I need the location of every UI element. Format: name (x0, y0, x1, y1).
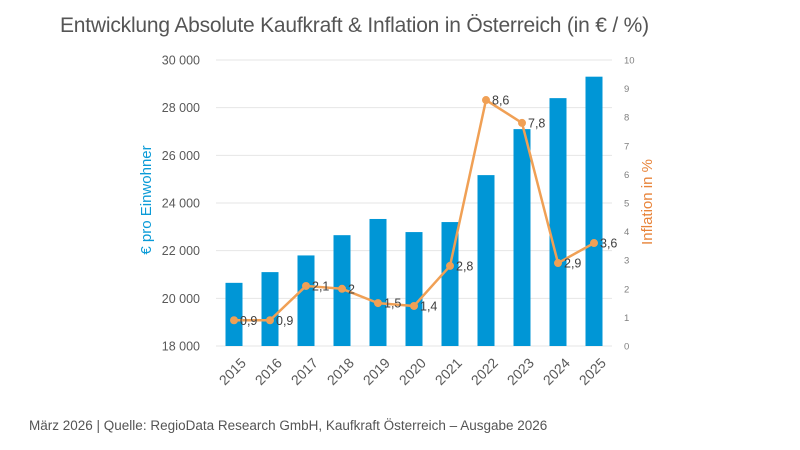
x-tick-label: 2023 (504, 355, 537, 388)
right-tick-label: 4 (624, 227, 629, 238)
bar-2024 (549, 98, 567, 346)
bar-2021 (441, 222, 459, 346)
x-tick-label: 2016 (252, 355, 285, 388)
x-tick-label: 2021 (432, 355, 465, 388)
right-tick-label: 8 (624, 113, 629, 124)
inflation-point-2023 (518, 118, 526, 127)
inflation-data-label: 0,9 (276, 314, 293, 328)
left-axis-label: € pro Einwohner (138, 145, 155, 254)
right-tick-label: 9 (624, 84, 629, 95)
right-tick-label: 3 (624, 256, 629, 267)
bar-2023 (513, 129, 531, 346)
x-tick-label: 2017 (288, 355, 321, 388)
inflation-point-2021 (446, 261, 454, 270)
left-tick-label: 20 000 (162, 292, 200, 306)
chart-title: Entwicklung Absolute Kaufkraft & Inflati… (60, 14, 649, 37)
inflation-data-label: 1,5 (384, 297, 401, 311)
inflation-point-2022 (482, 96, 490, 105)
inflation-data-label: 0,9 (240, 314, 257, 328)
inflation-point-2019 (374, 299, 382, 308)
x-tick-label: 2024 (540, 355, 573, 388)
bar-2025 (585, 76, 603, 346)
inflation-point-2025 (590, 239, 598, 248)
left-tick-label: 28 000 (162, 101, 200, 115)
x-tick-label: 2020 (396, 355, 429, 388)
inflation-point-2015 (230, 316, 238, 325)
inflation-data-label: 7,8 (528, 116, 545, 130)
inflation-point-2017 (302, 281, 310, 290)
left-tick-label: 18 000 (162, 340, 200, 354)
bar-2022 (477, 175, 495, 346)
right-tick-label: 2 (624, 284, 629, 295)
right-tick-label: 6 (624, 170, 629, 181)
bar-2019 (369, 218, 387, 346)
bar-2016 (261, 272, 279, 346)
right-axis-label: Inflation in % (639, 159, 656, 245)
inflation-data-label: 2,1 (312, 279, 329, 293)
inflation-data-label: 2,9 (564, 257, 581, 271)
right-tick-label: 7 (624, 141, 629, 152)
left-tick-label: 24 000 (162, 197, 200, 211)
inflation-data-label: 1,4 (420, 299, 437, 313)
bar-2017 (297, 255, 315, 346)
inflation-data-label: 2,8 (456, 259, 473, 273)
bar-2020 (405, 232, 423, 346)
inflation-point-2016 (266, 316, 274, 325)
x-tick-label: 2025 (576, 355, 609, 388)
left-axis-ticks: 18 000 20 000 22 000 24 000 26 000 28 000 30 0… (162, 54, 200, 354)
inflation-point-2024 (554, 259, 562, 268)
inflation-data-label: 2 (348, 282, 355, 296)
right-axis-ticks: 0 1 2 3 4 5 6 7 8 9 10 (624, 56, 635, 353)
inflation-data-label: 3,6 (600, 237, 617, 251)
source-footer: März 2026 | Quelle: RegioData Research G… (29, 418, 548, 433)
right-tick-label: 5 (624, 199, 629, 210)
left-tick-label: 26 000 (162, 149, 200, 163)
right-tick-label: 1 (624, 313, 629, 324)
left-tick-label: 30 000 (162, 54, 200, 68)
inflation-point-2018 (338, 284, 346, 293)
right-tick-label: 0 (624, 342, 629, 353)
inflation-data-label: 8,6 (492, 94, 509, 108)
x-tick-label: 2022 (468, 355, 501, 388)
x-tick-label: 2015 (216, 355, 249, 388)
right-tick-label: 10 (624, 56, 635, 67)
x-axis-ticks: 2015 2016 2017 2018 2019 2020 2021 2022 2023 2024… (216, 355, 609, 388)
line-series: 0,9 0,9 2,1 2 1,5 1,4 2,8 8,6 7,8 2,9 3,6 (230, 94, 617, 328)
left-tick-label: 22 000 (162, 244, 200, 258)
x-tick-label: 2019 (360, 355, 393, 388)
x-tick-label: 2018 (324, 355, 357, 388)
bar-2015 (225, 282, 243, 346)
inflation-point-2020 (410, 301, 418, 310)
